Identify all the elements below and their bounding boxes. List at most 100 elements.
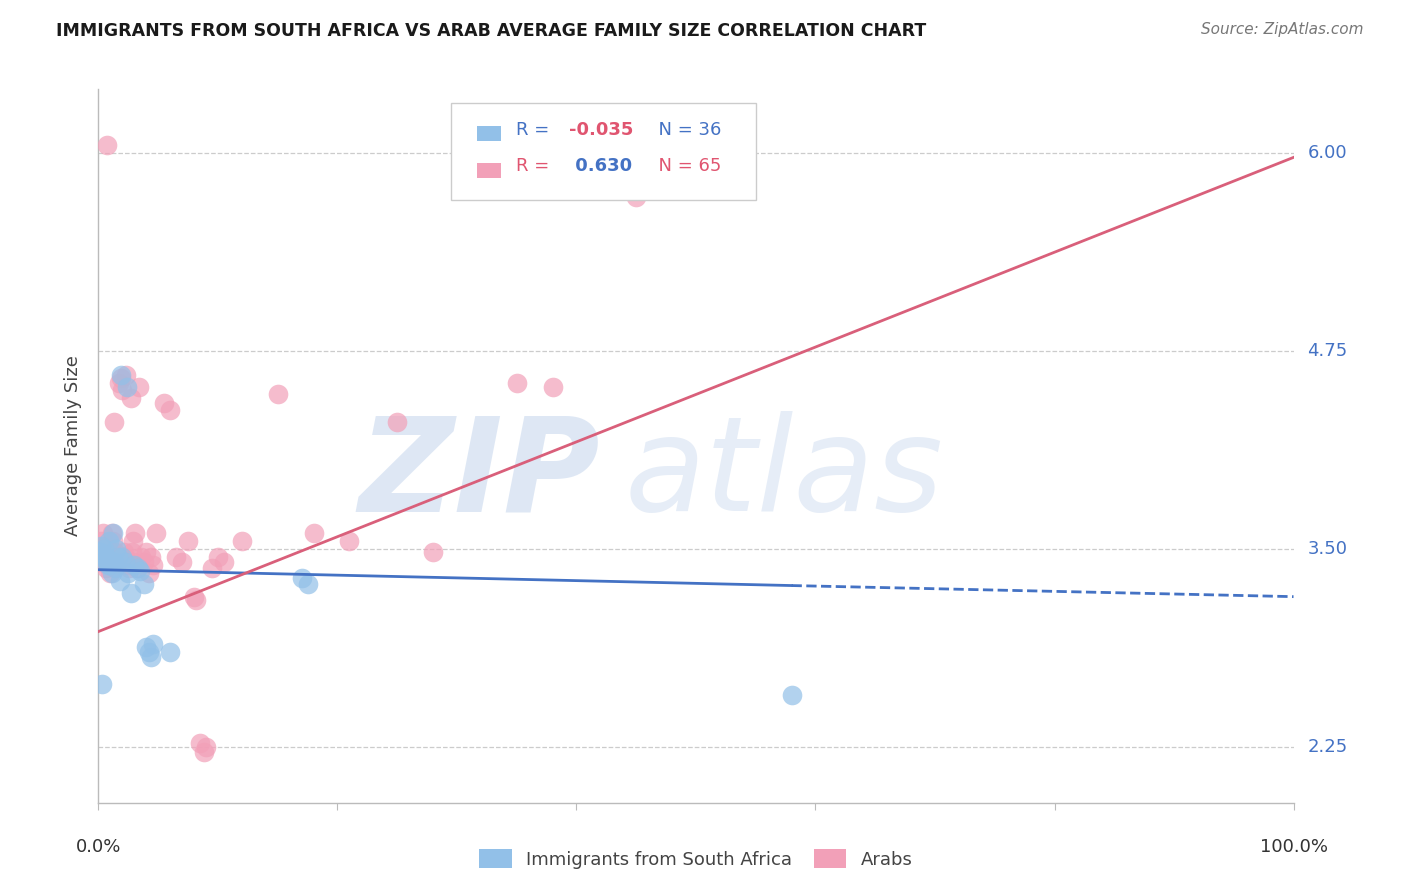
Point: [115, 380, 138, 394]
Point: [97, 549, 120, 564]
Point: [117, 558, 139, 572]
Point: [105, 542, 128, 557]
Point: [159, 645, 181, 659]
Point: [624, 190, 647, 204]
Point: [194, 740, 217, 755]
Point: [297, 577, 319, 591]
Point: [114, 549, 136, 564]
Point: [111, 549, 134, 564]
Point: [98, 534, 121, 549]
Text: 0.0%: 0.0%: [76, 838, 121, 856]
Legend: Immigrants from South Africa, Arabs: Immigrants from South Africa, Arabs: [472, 842, 920, 876]
Text: Source: ZipAtlas.com: Source: ZipAtlas.com: [1201, 22, 1364, 37]
Point: [122, 534, 145, 549]
Point: [193, 745, 215, 759]
Text: -0.035: -0.035: [569, 121, 634, 139]
Point: [104, 545, 127, 559]
Point: [94, 561, 117, 575]
Point: [107, 549, 129, 564]
Point: [186, 592, 208, 607]
Point: [115, 368, 138, 382]
Point: [105, 549, 128, 564]
Point: [91, 677, 114, 691]
Point: [121, 545, 143, 559]
Text: IMMIGRANTS FROM SOUTH AFRICA VS ARAB AVERAGE FAMILY SIZE CORRELATION CHART: IMMIGRANTS FROM SOUTH AFRICA VS ARAB AVE…: [56, 22, 927, 40]
Point: [103, 415, 125, 429]
Point: [231, 534, 253, 549]
Point: [153, 396, 176, 410]
Point: [111, 384, 134, 398]
Point: [98, 558, 122, 572]
Point: [124, 555, 146, 569]
Point: [165, 549, 187, 564]
Point: [127, 561, 149, 575]
FancyBboxPatch shape: [451, 103, 756, 200]
Point: [91, 526, 114, 541]
Point: [138, 566, 160, 580]
Point: [124, 526, 146, 541]
Point: [114, 555, 136, 569]
Y-axis label: Average Family Size: Average Family Size: [65, 356, 83, 536]
Point: [124, 558, 146, 572]
Point: [201, 561, 224, 575]
Text: N = 65: N = 65: [647, 157, 721, 175]
Point: [177, 534, 200, 549]
Point: [96, 555, 118, 569]
Point: [138, 645, 160, 659]
Point: [90, 534, 112, 549]
Point: [290, 571, 312, 585]
Point: [110, 371, 132, 385]
Point: [112, 545, 135, 559]
Point: [132, 577, 155, 591]
Point: [108, 574, 131, 588]
Point: [98, 566, 122, 580]
Point: [212, 555, 235, 569]
Point: [107, 376, 129, 390]
Point: [188, 735, 211, 749]
Point: [89, 555, 111, 569]
Point: [128, 380, 150, 394]
Point: [115, 555, 138, 569]
Point: [337, 534, 360, 549]
Point: [172, 555, 194, 569]
Point: [100, 566, 122, 580]
Point: [183, 590, 205, 604]
Point: [108, 555, 131, 569]
FancyBboxPatch shape: [477, 126, 501, 141]
Point: [135, 640, 157, 655]
Point: [207, 549, 229, 564]
Point: [97, 558, 120, 572]
Point: [120, 392, 142, 406]
Point: [96, 539, 118, 553]
Text: 0.630: 0.630: [569, 157, 633, 175]
Point: [91, 545, 114, 559]
Point: [117, 566, 139, 580]
Point: [103, 555, 125, 569]
Text: N = 36: N = 36: [647, 121, 721, 139]
Point: [104, 561, 127, 575]
FancyBboxPatch shape: [477, 162, 501, 178]
Point: [145, 526, 167, 541]
Point: [135, 545, 157, 559]
Point: [385, 415, 409, 429]
Point: [89, 545, 111, 559]
Point: [780, 688, 803, 702]
Point: [129, 564, 152, 578]
Point: [93, 555, 115, 569]
Point: [142, 637, 165, 651]
Point: [267, 386, 290, 401]
Point: [139, 649, 162, 664]
Point: [422, 545, 444, 559]
Point: [91, 551, 114, 566]
Point: [100, 526, 122, 541]
Text: R =: R =: [516, 121, 554, 139]
Point: [125, 561, 148, 575]
Point: [139, 549, 162, 564]
Text: atlas: atlas: [624, 411, 943, 538]
Point: [107, 558, 129, 572]
Point: [90, 545, 112, 559]
Text: 2.25: 2.25: [1308, 739, 1348, 756]
Point: [94, 549, 117, 564]
Point: [132, 555, 155, 569]
Text: 3.50: 3.50: [1308, 540, 1347, 558]
